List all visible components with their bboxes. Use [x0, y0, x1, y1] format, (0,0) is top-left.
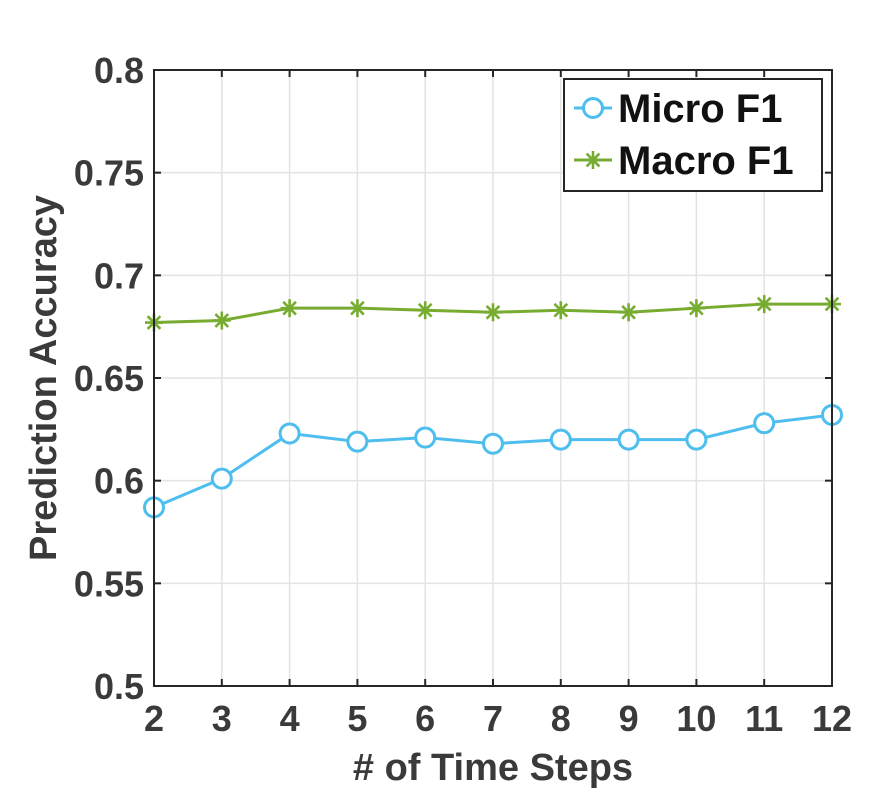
data-point-macro-f1 — [551, 301, 570, 320]
y-tick-label: 0.5 — [94, 666, 144, 707]
data-point-micro-f1 — [346, 430, 369, 453]
legend-box — [563, 78, 823, 192]
data-point-macro-f1 — [687, 299, 706, 318]
data-point-micro-f1 — [617, 428, 640, 451]
x-tick-label: 8 — [551, 698, 571, 739]
data-point-macro-f1 — [755, 295, 774, 314]
data-point-macro-f1 — [348, 299, 367, 318]
data-point-micro-f1 — [210, 467, 233, 490]
y-tick-label: 0.75 — [74, 153, 144, 194]
x-tick-label: 3 — [212, 698, 232, 739]
x-tick-label: 9 — [619, 698, 639, 739]
legend-label-macro-f1: Macro F1 — [618, 139, 794, 183]
series-layer — [143, 295, 843, 519]
legend-label-micro-f1: Micro F1 — [618, 87, 782, 131]
data-point-macro-f1 — [416, 301, 435, 320]
x-tick-label: 7 — [483, 698, 503, 739]
tick-labels: 2 3 4 5 6 7 8 9 10 11 12 0.5 0.55 0.6 0.65 0.7 0.75 0.8 — [74, 50, 852, 739]
x-tick-label: 10 — [676, 698, 716, 739]
x-tick-label: 11 — [745, 698, 783, 739]
data-point-micro-f1 — [414, 426, 437, 449]
y-tick-label: 0.7 — [94, 255, 144, 296]
x-tick-label: 6 — [415, 698, 435, 739]
data-point-micro-f1 — [685, 428, 708, 451]
x-tick-label: 5 — [347, 698, 367, 739]
y-tick-label: 0.55 — [74, 563, 144, 604]
x-axis-title: # of Time Steps — [353, 747, 633, 789]
y-tick-label: 0.65 — [74, 358, 144, 399]
x-tick-label: 12 — [812, 698, 852, 739]
legend-marker-macro-f1 — [584, 151, 602, 169]
ticks — [153, 69, 833, 687]
data-point-macro-f1 — [280, 299, 299, 318]
data-point-micro-f1 — [482, 432, 504, 455]
x-tick-label: 2 — [144, 698, 164, 739]
legend-marker-micro-f1 — [582, 97, 604, 119]
y-tick-label: 0.8 — [94, 50, 144, 91]
y-axis-title: Prediction Accuracy — [23, 195, 65, 561]
data-point-macro-f1 — [212, 311, 231, 330]
data-point-micro-f1 — [753, 412, 776, 435]
data-point-macro-f1 — [484, 303, 502, 322]
legend: Micro F1 Macro F1 — [563, 78, 823, 192]
y-tick-label: 0.6 — [94, 461, 144, 502]
x-tick-label: 4 — [280, 698, 300, 739]
data-point-micro-f1 — [549, 428, 572, 451]
data-point-micro-f1 — [278, 422, 301, 445]
data-point-macro-f1 — [619, 303, 638, 322]
